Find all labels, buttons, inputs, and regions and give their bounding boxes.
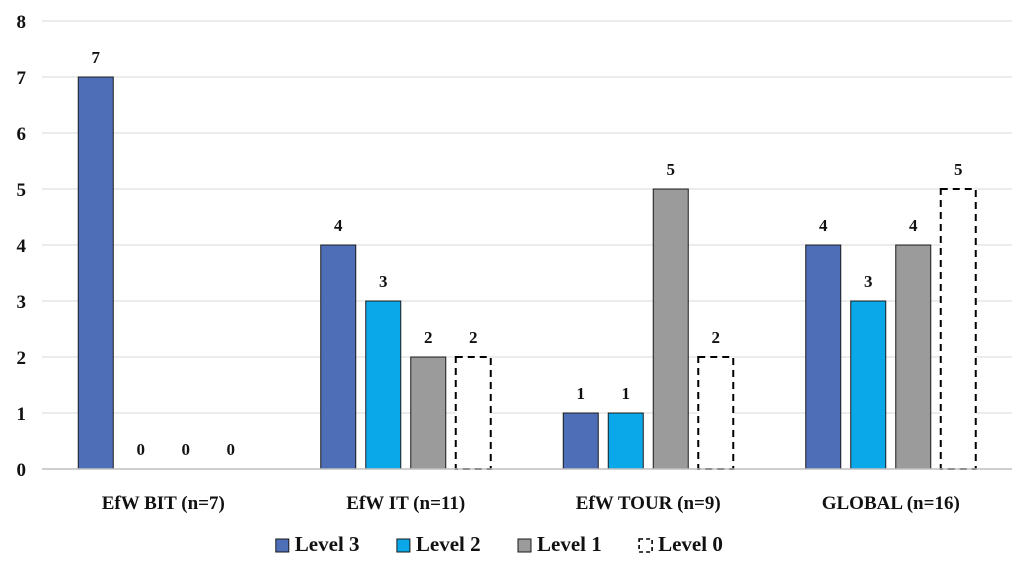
x-tick-label: EfW TOUR (n=9) bbox=[576, 493, 721, 514]
bar-level-3 bbox=[320, 244, 357, 470]
x-axis: EfW BIT (n=7) EfW IT (n=11) EfW TOUR (n=9)… bbox=[42, 468, 1012, 514]
legend-swatch bbox=[517, 538, 532, 553]
bar-level-1 bbox=[652, 188, 689, 470]
y-axis: 0 1 2 3 4 5 6 7 8 bbox=[17, 12, 27, 481]
y-tick-label: 5 bbox=[17, 180, 27, 201]
bar-level-1 bbox=[895, 244, 932, 470]
bar-level-1 bbox=[410, 356, 447, 470]
y-tick-label: 7 bbox=[17, 68, 27, 89]
data-label: 1 bbox=[622, 384, 631, 403]
bars bbox=[77, 76, 977, 470]
legend-label: Level 1 bbox=[537, 532, 602, 556]
data-label: 3 bbox=[864, 272, 873, 291]
data-label: 2 bbox=[712, 328, 721, 347]
bar-level-2 bbox=[850, 300, 887, 470]
legend: Level 3 Level 2 Level 1 Level 0 bbox=[275, 532, 723, 556]
y-tick-label: 0 bbox=[17, 460, 27, 481]
data-label: 4 bbox=[334, 216, 343, 235]
bar-level-0 bbox=[697, 356, 735, 470]
bar-level-3 bbox=[562, 412, 599, 470]
data-label: 0 bbox=[137, 440, 146, 459]
legend-label: Level 3 bbox=[295, 532, 360, 556]
bar-level-2 bbox=[607, 412, 644, 470]
legend-label: Level 2 bbox=[416, 532, 481, 556]
data-label: 4 bbox=[819, 216, 828, 235]
legend-swatch bbox=[275, 538, 290, 553]
x-tick-label: EfW BIT (n=7) bbox=[102, 493, 225, 514]
legend-swatch bbox=[396, 538, 411, 553]
x-tick-label: EfW IT (n=11) bbox=[346, 493, 465, 514]
data-label: 2 bbox=[424, 328, 433, 347]
data-label: 2 bbox=[469, 328, 478, 347]
bar-level-0 bbox=[939, 188, 977, 470]
data-label: 7 bbox=[92, 48, 101, 67]
data-label: 1 bbox=[577, 384, 586, 403]
y-tick-label: 3 bbox=[17, 292, 27, 313]
bar-level-0 bbox=[454, 356, 492, 470]
data-label: 5 bbox=[954, 160, 963, 179]
data-labels: 7 0 0 0 4 3 2 2 1 1 5 2 4 3 4 5 bbox=[92, 48, 963, 459]
y-tick-label: 6 bbox=[17, 124, 27, 145]
bar-level-2 bbox=[365, 300, 402, 470]
data-label: 4 bbox=[909, 216, 918, 235]
legend-swatch bbox=[638, 538, 653, 553]
x-tick-label: GLOBAL (n=16) bbox=[822, 493, 960, 514]
data-label: 0 bbox=[227, 440, 236, 459]
data-label: 0 bbox=[182, 440, 191, 459]
data-label: 3 bbox=[379, 272, 388, 291]
y-tick-label: 1 bbox=[17, 404, 27, 425]
y-tick-label: 4 bbox=[17, 236, 27, 257]
data-label: 5 bbox=[667, 160, 676, 179]
y-tick-label: 2 bbox=[17, 348, 27, 369]
y-tick-label: 8 bbox=[17, 12, 27, 33]
bar-level-3 bbox=[805, 244, 842, 470]
bar-level-3 bbox=[77, 76, 114, 470]
gridlines bbox=[42, 20, 1012, 414]
legend-label: Level 0 bbox=[658, 532, 723, 556]
